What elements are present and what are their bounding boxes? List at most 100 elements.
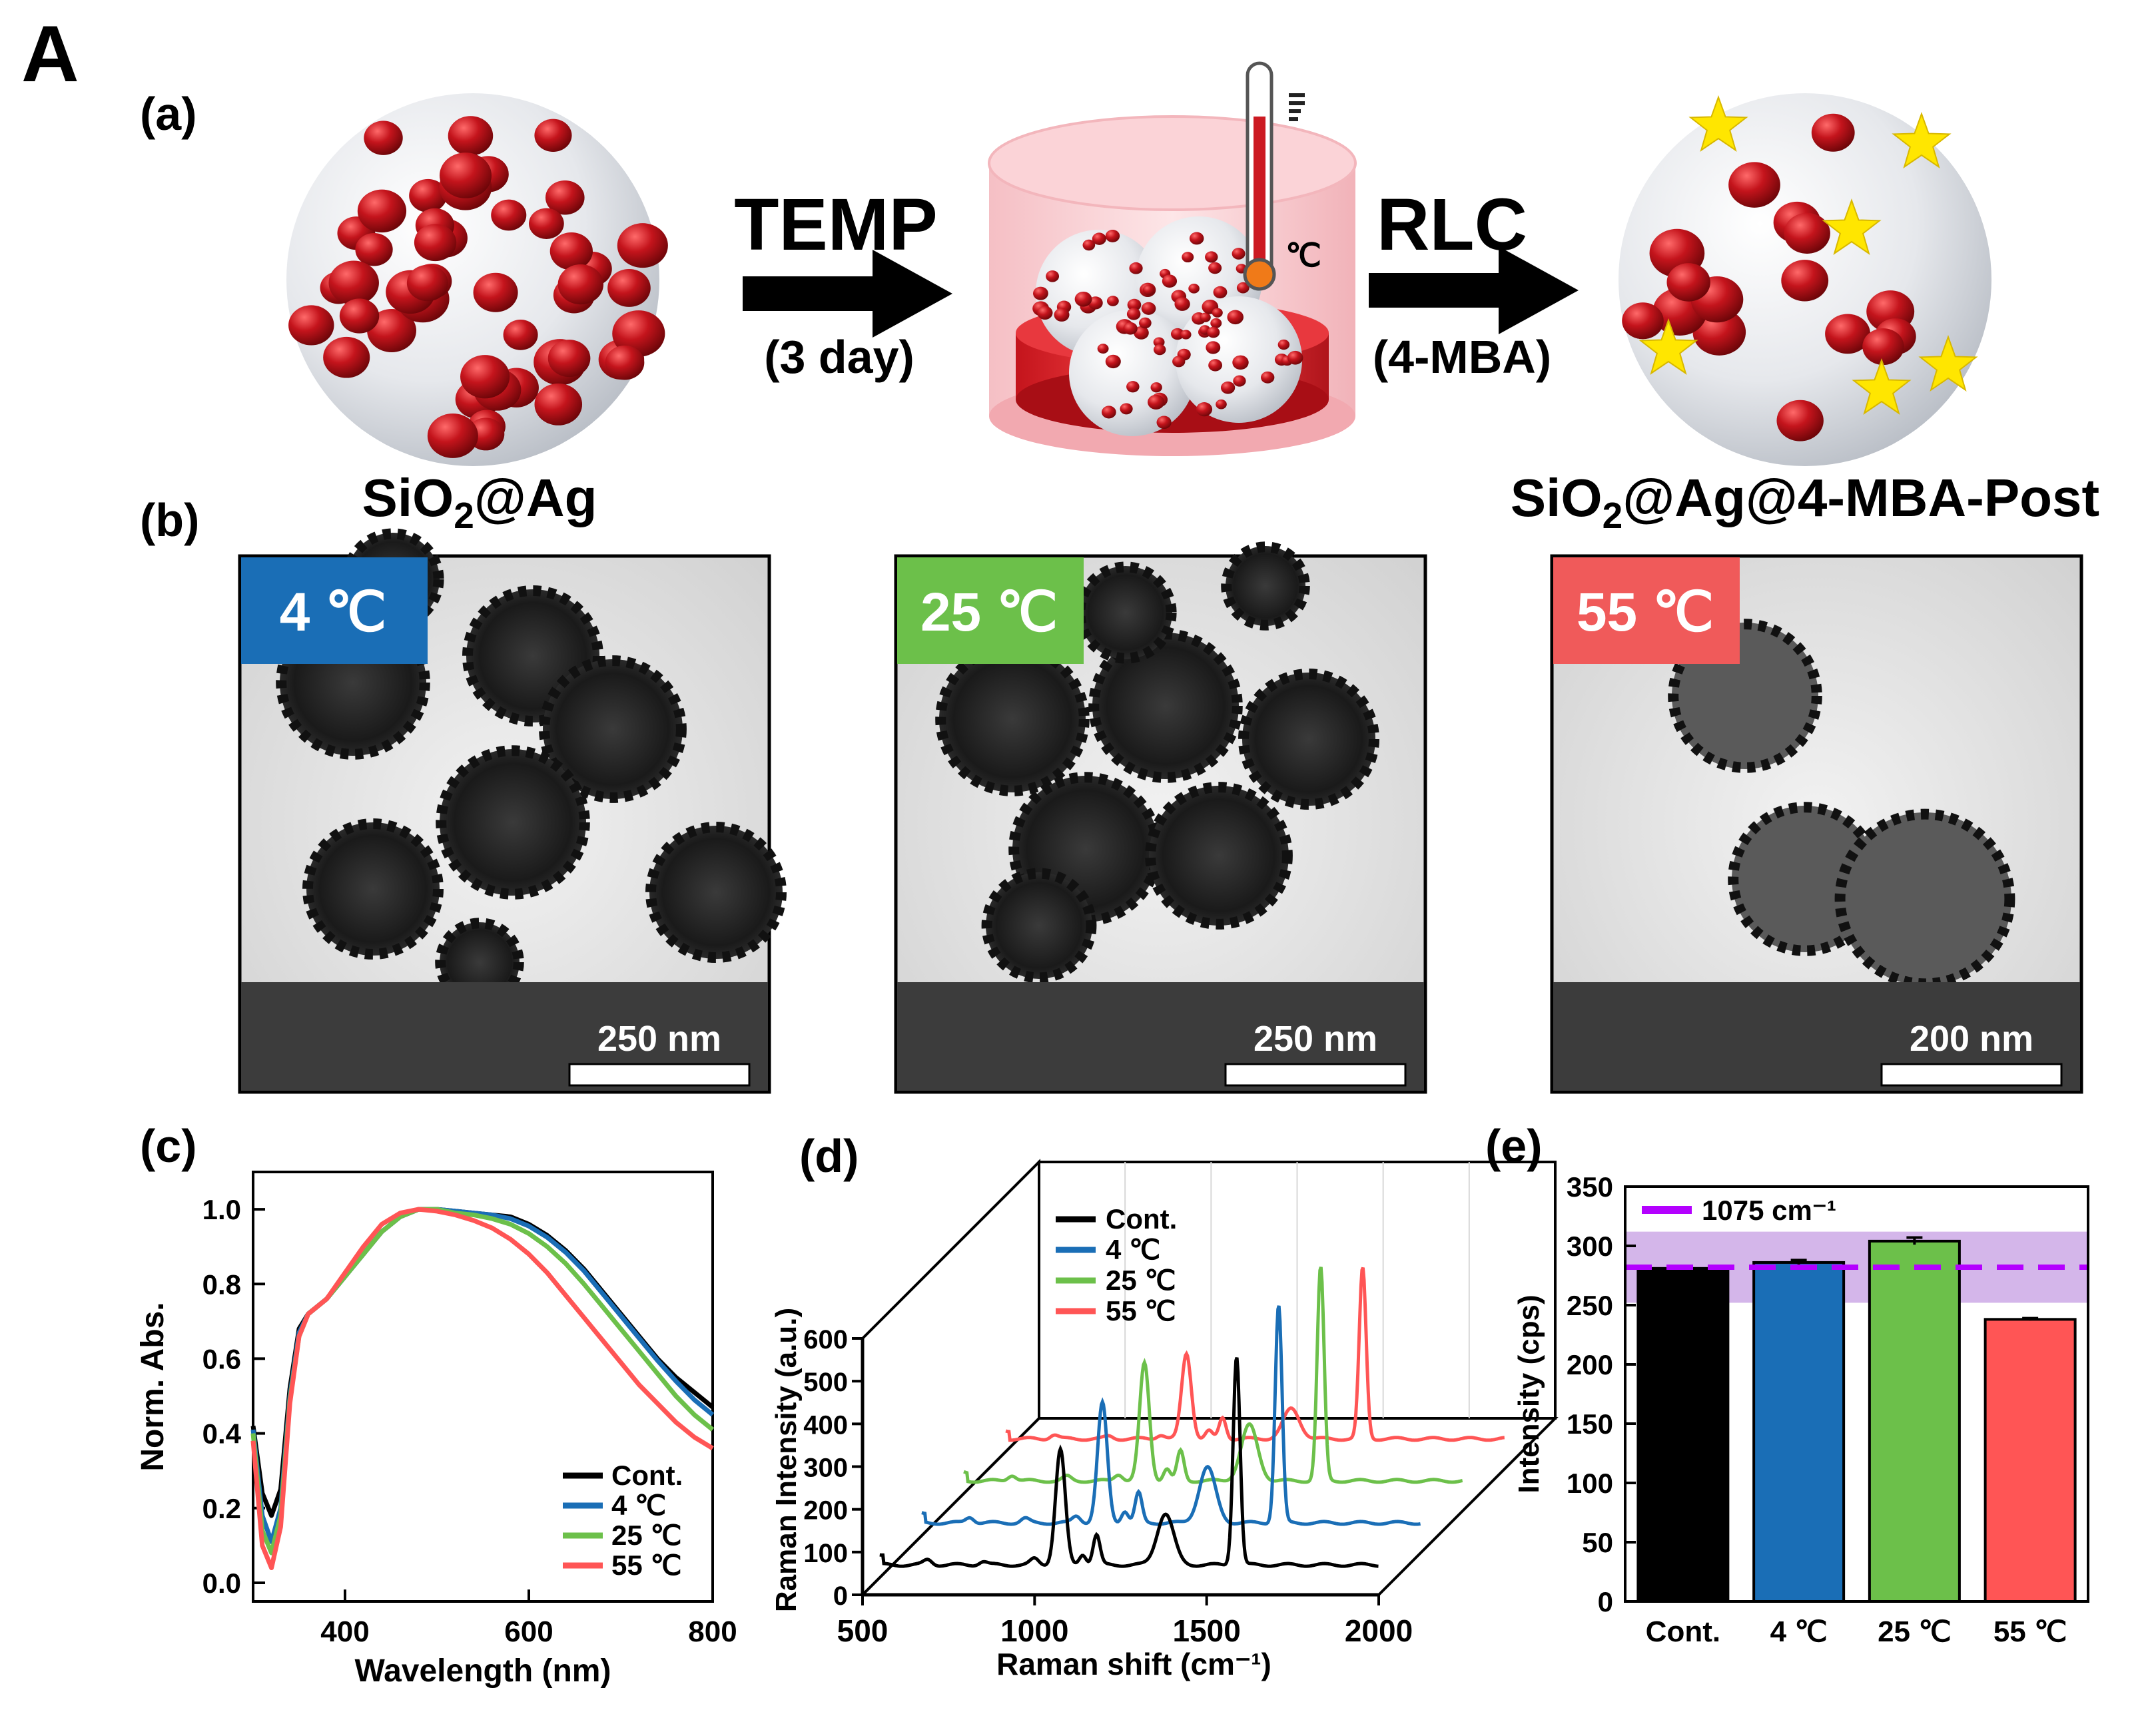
silver-nanoparticle xyxy=(1220,381,1236,394)
silver-nanoparticle xyxy=(355,233,393,266)
y-tick-label: 350 xyxy=(1567,1171,1613,1203)
x-axis-label: Raman shift (cm⁻¹) xyxy=(996,1647,1271,1681)
y-tick-label: 0.8 xyxy=(202,1269,241,1300)
silver-nanoparticle xyxy=(328,260,379,305)
tem-particle-edge xyxy=(1074,561,1177,664)
tem-particle-edge xyxy=(302,818,444,960)
silver-nanoparticle xyxy=(1825,314,1871,354)
silver-nanoparticle xyxy=(1092,232,1106,245)
tem-temp-label: 25 ℃ xyxy=(920,582,1058,643)
silver-nanoparticle xyxy=(1097,344,1109,354)
tem-particle xyxy=(543,659,683,799)
x-tick-label: 4 ℃ xyxy=(1770,1615,1828,1648)
silver-nanoparticle xyxy=(547,340,591,378)
y-tick-label: 0.2 xyxy=(202,1493,241,1524)
silver-nanoparticle xyxy=(1129,262,1143,274)
tem-particle-edge xyxy=(645,822,787,963)
silver-nanoparticle xyxy=(367,309,416,353)
silver-nanoparticle xyxy=(549,232,593,270)
mba-star-icon xyxy=(1892,112,1952,168)
tem-temp-label: 4 ℃ xyxy=(280,582,386,643)
silver-nanoparticle xyxy=(1200,312,1211,322)
silver-nanoparticle xyxy=(1206,341,1221,354)
floor xyxy=(859,1417,1559,1596)
silver-nanoparticle xyxy=(1196,402,1213,417)
tem-scale-bar xyxy=(568,1063,751,1087)
tem-scale-label: 250 nm xyxy=(597,1019,721,1059)
tem-particle xyxy=(1242,673,1375,806)
silver-nanoparticle xyxy=(1082,239,1096,251)
tem-particle-edge xyxy=(981,868,1097,984)
silver-nanoparticle xyxy=(1102,406,1116,419)
legend-label: Cont. xyxy=(611,1460,683,1491)
rlc-label: RLC xyxy=(1377,184,1527,266)
y-axis-label: Raman Intensity (a.u.) xyxy=(770,1308,803,1612)
silver-nanoparticle xyxy=(491,199,527,231)
tem-particle-edge xyxy=(342,528,444,631)
tem-temp-badge xyxy=(1553,557,1740,664)
rlc-sub-label: (4-MBA) xyxy=(1373,331,1551,383)
silver-nanoparticle xyxy=(1189,232,1204,245)
silver-nanoparticle xyxy=(1134,326,1149,340)
silver-nanoparticle xyxy=(323,336,370,378)
silver-nanoparticle xyxy=(1174,297,1190,311)
tem-particle-edge xyxy=(462,585,603,726)
bar xyxy=(1983,1318,2077,1603)
silver-nanoparticle xyxy=(1205,251,1218,263)
silver-nanoparticle xyxy=(1054,308,1070,322)
plot-frame xyxy=(252,1171,714,1603)
tem-image-3: 55 ℃ 200 nm xyxy=(1550,554,2083,1094)
silver-nanoparticle xyxy=(1127,298,1142,311)
x-tick-label: 25 ℃ xyxy=(1878,1615,1952,1648)
silver-nanoparticle xyxy=(1216,399,1227,410)
silver-nanoparticle xyxy=(460,355,510,399)
silver-nanoparticle xyxy=(1156,416,1172,429)
raman-chart: 500 1000 1500 20000100200300400500600Raman … xyxy=(770,1159,1559,1681)
panel-label-b: (b) xyxy=(140,494,199,546)
silver-nanoparticle xyxy=(1105,229,1120,242)
silver-nanoparticle xyxy=(1208,262,1222,274)
x-tick-label: 400 xyxy=(320,1615,369,1648)
silver-nanoparticle xyxy=(1141,302,1156,315)
silver-nanoparticle xyxy=(1212,308,1223,318)
x-tick-label: Cont. xyxy=(1646,1615,1720,1648)
silver-nanoparticle xyxy=(607,269,651,307)
silver-nanoparticle xyxy=(1233,375,1246,387)
silver-nanoparticle xyxy=(605,345,645,380)
legend-label: 55 ℃ xyxy=(611,1550,682,1581)
mba-star-icon xyxy=(1918,335,1978,392)
tem-particle xyxy=(986,872,1092,979)
silver-nanoparticle xyxy=(1120,403,1133,415)
y-tick-label: 300 xyxy=(1567,1231,1613,1262)
reaction-dish xyxy=(988,115,1357,456)
x-tick-label: 55 ℃ xyxy=(1993,1615,2067,1648)
silver-nanoparticle xyxy=(617,223,668,268)
silver-nanoparticle xyxy=(414,224,457,262)
figure-letter: A xyxy=(21,9,79,99)
silver-nanoparticle xyxy=(406,264,448,302)
y-tick-label: 0 xyxy=(833,1581,848,1611)
silver-nanoparticle xyxy=(534,119,572,152)
silver-nanoparticle xyxy=(440,152,492,198)
y-tick-label: 0.6 xyxy=(202,1343,241,1374)
silver-nanoparticle xyxy=(1232,355,1249,370)
thermometer-icon xyxy=(1243,61,1305,291)
silver-nanoparticle xyxy=(1728,162,1780,208)
tem-particle xyxy=(1838,812,2011,986)
tem-particles xyxy=(1668,619,2015,990)
legend-label: Cont. xyxy=(1106,1203,1177,1235)
silver-nanoparticle xyxy=(448,116,494,156)
panel-label-c: (c) xyxy=(140,1120,197,1172)
x-tick-label: 1500 xyxy=(1172,1613,1240,1648)
silver-nanoparticle xyxy=(1153,344,1166,356)
silver-nanoparticle xyxy=(1207,326,1220,338)
silver-nanoparticle xyxy=(1182,252,1194,263)
tem-particle-edge xyxy=(1238,669,1379,810)
tem-image-2: 25 ℃ 250 nm xyxy=(894,541,1427,1094)
silver-nanoparticle xyxy=(1037,306,1053,320)
tem-scale-label: 250 nm xyxy=(1254,1019,1377,1059)
y-tick-label: 0.4 xyxy=(202,1418,242,1450)
spectrum-line xyxy=(921,1305,1421,1526)
thermometer-unit: ℃ xyxy=(1285,238,1321,274)
panel-label-a: (a) xyxy=(140,88,197,140)
